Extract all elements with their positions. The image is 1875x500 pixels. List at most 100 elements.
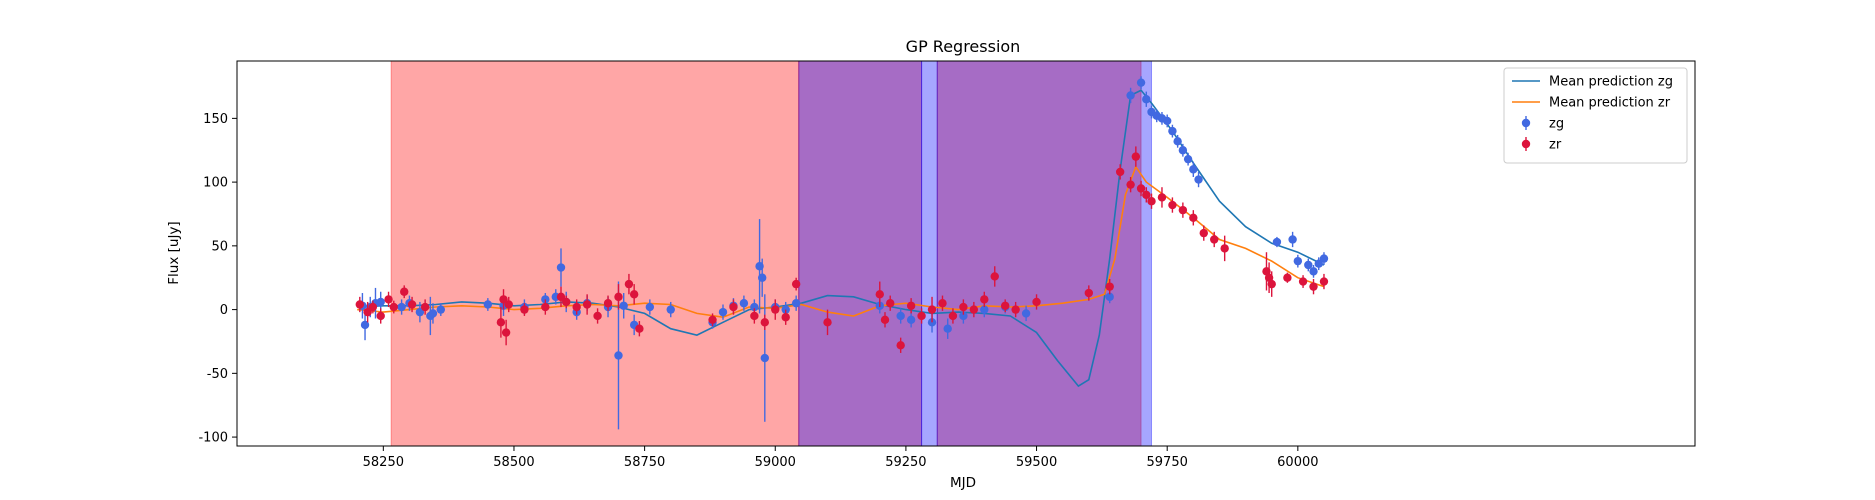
y-tick-label: 100 [203, 176, 228, 191]
data-point [943, 324, 952, 333]
shaded-region [390, 61, 800, 446]
data-point [760, 353, 770, 363]
data-point [886, 299, 895, 308]
data-point [1136, 184, 1146, 193]
data-point [791, 299, 801, 308]
data-point [718, 307, 728, 317]
data-point [376, 297, 385, 307]
data-point [896, 311, 905, 321]
data-point [1298, 277, 1308, 286]
data-point [1173, 137, 1182, 146]
y-axis-ticks: -100 -50 0 50 100 150 [198, 112, 237, 446]
data-point [875, 290, 884, 299]
y-tick-label: 150 [203, 112, 228, 127]
x-tick-label: 59250 [885, 455, 926, 470]
data-point [619, 301, 628, 310]
data-point [760, 318, 770, 327]
data-point [635, 324, 644, 333]
data-point [624, 279, 634, 289]
data-point [729, 302, 738, 312]
data-point [917, 311, 926, 321]
data-point [1267, 279, 1276, 289]
data-point [938, 299, 947, 308]
legend-box [1503, 67, 1688, 164]
data-point [959, 302, 968, 312]
data-point [407, 300, 417, 309]
data-point [896, 341, 905, 350]
plot-frame [236, 60, 1696, 447]
data-point [1168, 126, 1177, 136]
data-point [363, 307, 372, 317]
x-axis-label: MJD [950, 475, 976, 491]
data-point [750, 302, 759, 312]
data-point [1319, 277, 1329, 286]
x-tick-label: 59750 [1147, 455, 1188, 470]
series-line [357, 89, 1325, 388]
data-point [880, 315, 890, 324]
data-point [1293, 256, 1303, 266]
data-point [980, 295, 989, 304]
data-point [572, 302, 581, 312]
y-tick-label: 50 [211, 239, 228, 254]
data-point [1032, 297, 1041, 307]
data-point [504, 300, 513, 309]
data-point [1220, 244, 1229, 253]
legend-swatch [1521, 118, 1531, 128]
data-point [990, 272, 999, 281]
data-point [666, 305, 675, 314]
data-point [541, 302, 550, 312]
data-point [645, 302, 655, 312]
shaded-region [936, 61, 1153, 446]
data-point [1115, 167, 1125, 177]
y-tick-label: 0 [220, 303, 228, 318]
data-point [1178, 146, 1188, 155]
data-point [556, 263, 566, 272]
data-point [384, 295, 393, 304]
data-point [483, 300, 493, 309]
shaded-region [798, 61, 923, 446]
data-point [708, 315, 717, 324]
data-point [501, 328, 511, 337]
x-tick-label: 58250 [363, 455, 404, 470]
data-point [927, 305, 937, 314]
data-point [1309, 267, 1318, 276]
data-point [1304, 260, 1313, 270]
x-tick-label: 58750 [624, 455, 665, 470]
data-point [360, 320, 370, 330]
data-point [593, 311, 602, 321]
x-tick-label: 60000 [1277, 455, 1318, 470]
data-point [739, 299, 749, 308]
data-point [1126, 91, 1135, 100]
data-point [1131, 152, 1141, 161]
data-point [614, 292, 623, 302]
data-point [771, 305, 780, 314]
data-point [582, 300, 592, 309]
data-point [1105, 282, 1114, 291]
data-point [969, 305, 979, 314]
data-point [1011, 305, 1020, 314]
data-point [436, 305, 446, 314]
y-axis-label: Flux [uJy] [166, 221, 182, 284]
data-point [1210, 235, 1219, 244]
data-point [1189, 165, 1198, 174]
chart-title: GP Regression [906, 37, 1021, 56]
data-point [389, 302, 398, 312]
data-point [376, 311, 385, 321]
data-point [629, 290, 639, 299]
legend-label: zg [1549, 117, 1564, 132]
data-point [1105, 292, 1114, 302]
data-point [1157, 193, 1167, 202]
data-point [1162, 116, 1172, 126]
y-tick-label: -50 [207, 367, 228, 382]
data-point [948, 311, 958, 321]
data-point [1147, 197, 1156, 206]
data-point [1309, 282, 1318, 291]
x-tick-label: 58500 [493, 455, 534, 470]
legend: Mean prediction zg Mean prediction zr zg zr [1503, 67, 1688, 164]
data-point [415, 307, 425, 317]
y-tick-label: -100 [198, 431, 228, 446]
data-point [400, 287, 409, 296]
data-point [562, 297, 571, 307]
data-point [556, 292, 566, 302]
legend-swatch [1521, 139, 1531, 149]
